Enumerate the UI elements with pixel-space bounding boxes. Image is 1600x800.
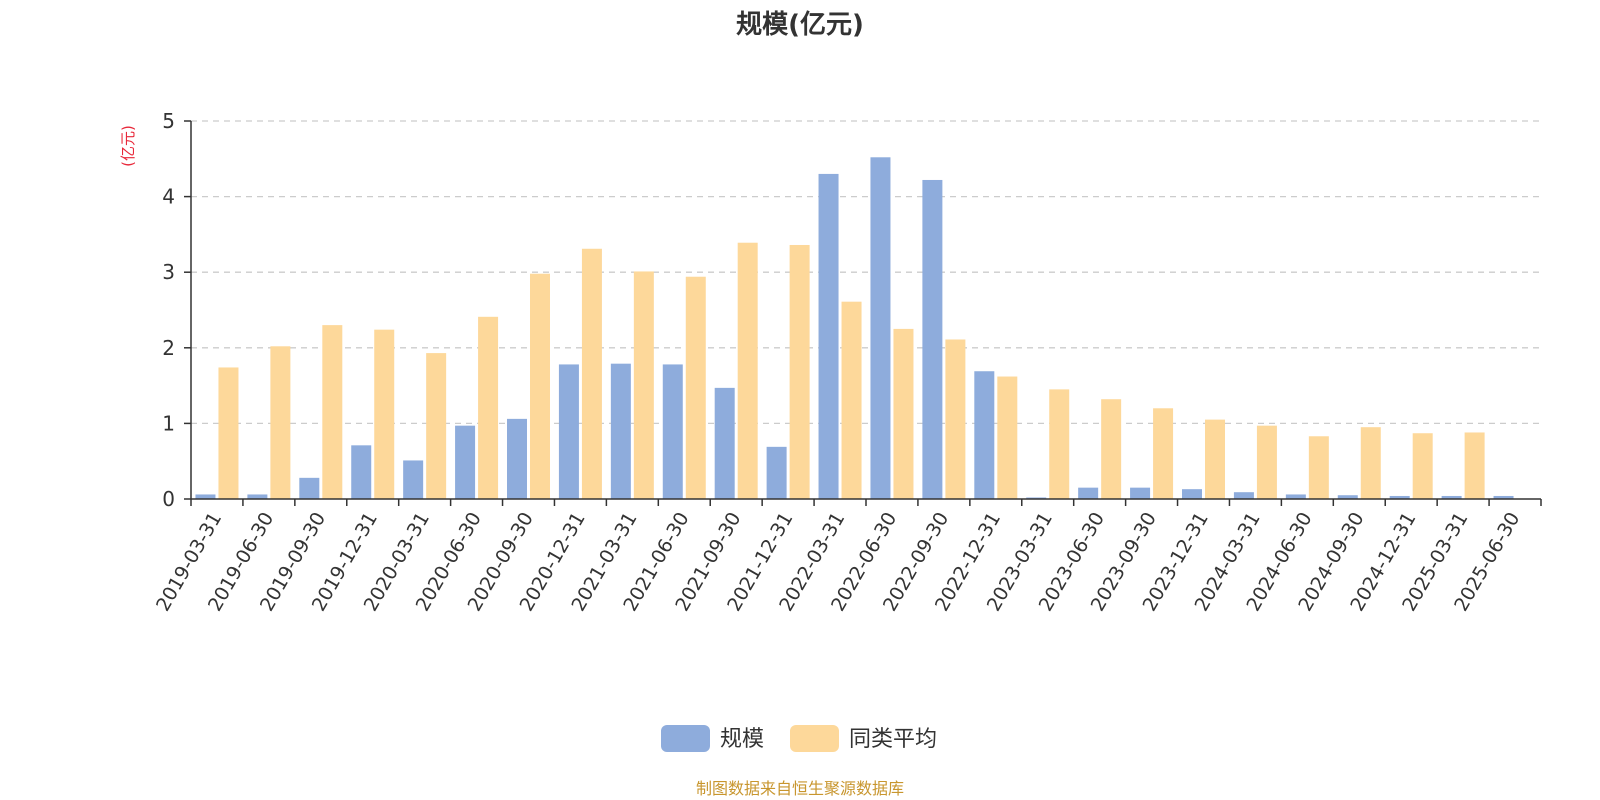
y-tick-label: 1 <box>162 411 175 435</box>
bar-scale[interactable] <box>1337 495 1358 499</box>
y-tick-label: 0 <box>162 487 175 511</box>
bar-scale[interactable] <box>662 364 683 499</box>
bar-scale[interactable] <box>403 460 424 499</box>
bar-scale[interactable] <box>299 477 320 499</box>
bar-peer-average[interactable] <box>1153 408 1174 499</box>
bar-scale[interactable] <box>1182 489 1202 499</box>
bar-peer-average[interactable] <box>1360 427 1381 499</box>
y-tick-label: 4 <box>162 185 175 209</box>
bar-scale[interactable] <box>455 425 476 499</box>
bar-scale[interactable] <box>1026 497 1047 499</box>
bar-scale[interactable] <box>1078 487 1099 499</box>
bar-scale[interactable] <box>247 494 268 499</box>
bar-scale[interactable] <box>818 173 839 500</box>
bar-peer-average[interactable] <box>1256 425 1277 499</box>
bar-scale[interactable] <box>714 387 735 499</box>
bars <box>195 157 1514 500</box>
bar-peer-average[interactable] <box>893 328 914 499</box>
y-tick-label: 5 <box>162 109 175 133</box>
bar-scale[interactable] <box>195 494 216 499</box>
bar-peer-average[interactable] <box>1464 432 1485 499</box>
y-tick-label: 3 <box>162 260 175 284</box>
bar-peer-average[interactable] <box>581 248 602 499</box>
bar-scale[interactable] <box>922 179 943 499</box>
bar-scale[interactable] <box>610 363 631 499</box>
bar-peer-average[interactable] <box>322 325 343 499</box>
bar-peer-average[interactable] <box>1205 419 1225 499</box>
bar-peer-average[interactable] <box>789 244 810 499</box>
bar-scale[interactable] <box>1441 495 1462 499</box>
x-tick-labels: 2019-03-312019-06-302019-09-302019-12-31… <box>152 508 1524 615</box>
bar-peer-average[interactable] <box>945 339 966 499</box>
bar-peer-average[interactable] <box>1049 389 1070 499</box>
bar-peer-average[interactable] <box>478 316 499 499</box>
bar-scale[interactable] <box>351 445 372 499</box>
bar-peer-average[interactable] <box>997 376 1018 499</box>
legend: 规模 同类平均 <box>661 725 937 752</box>
legend-item-scale[interactable]: 规模 <box>661 725 764 752</box>
bar-scale[interactable] <box>558 364 579 499</box>
axes <box>184 120 1542 506</box>
bar-scale[interactable] <box>1130 487 1151 499</box>
bar-peer-average[interactable] <box>218 367 239 499</box>
legend-swatch-scale <box>661 725 710 752</box>
data-source-note: 制图数据来自恒生聚源数据库 <box>696 779 904 798</box>
bar-peer-average[interactable] <box>1412 433 1433 499</box>
y-tick-labels: 0 1 2 3 4 5 <box>162 109 175 511</box>
legend-swatch-peer-average <box>790 725 839 752</box>
grid-lines <box>191 120 1541 425</box>
bar-peer-average[interactable] <box>685 276 706 499</box>
bar-scale[interactable] <box>1389 495 1410 499</box>
legend-item-peer-average[interactable]: 同类平均 <box>790 725 937 752</box>
bar-peer-average[interactable] <box>270 346 291 499</box>
bar-peer-average[interactable] <box>530 273 550 499</box>
chart-title: 规模(亿元) <box>736 10 864 40</box>
bar-peer-average[interactable] <box>841 301 862 499</box>
bar-scale[interactable] <box>507 418 527 499</box>
bar-scale[interactable] <box>1285 494 1306 499</box>
bar-scale[interactable] <box>870 157 891 499</box>
bar-peer-average[interactable] <box>426 353 447 499</box>
y-tick-label: 2 <box>162 336 175 360</box>
bar-peer-average[interactable] <box>737 242 758 499</box>
bar-peer-average[interactable] <box>1101 399 1122 499</box>
bar-peer-average[interactable] <box>1308 436 1329 499</box>
legend-label-peer-average: 同类平均 <box>849 727 937 752</box>
bar-scale[interactable] <box>974 371 995 499</box>
bar-peer-average[interactable] <box>633 271 654 499</box>
bar-peer-average[interactable] <box>374 329 395 499</box>
bar-scale[interactable] <box>766 446 787 499</box>
bar-scale[interactable] <box>1493 495 1514 499</box>
y-unit-label: (亿元) <box>119 125 137 167</box>
legend-label-scale: 规模 <box>720 727 764 752</box>
bar-scale[interactable] <box>1233 492 1254 499</box>
